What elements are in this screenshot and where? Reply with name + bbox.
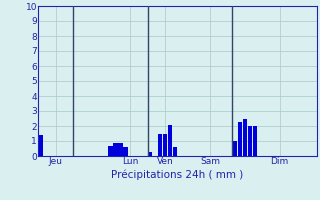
Bar — [113, 142, 117, 156]
Bar — [118, 142, 123, 156]
Bar — [123, 147, 127, 156]
X-axis label: Précipitations 24h ( mm ): Précipitations 24h ( mm ) — [111, 169, 244, 180]
Bar — [243, 118, 247, 156]
Bar — [163, 134, 167, 156]
Bar — [108, 146, 113, 156]
Bar — [252, 126, 257, 156]
Bar — [233, 141, 237, 156]
Bar — [158, 134, 162, 156]
Bar — [238, 121, 242, 156]
Bar — [39, 135, 43, 156]
Bar — [168, 124, 172, 156]
Bar — [173, 147, 177, 156]
Bar — [248, 126, 252, 156]
Bar — [148, 152, 152, 156]
